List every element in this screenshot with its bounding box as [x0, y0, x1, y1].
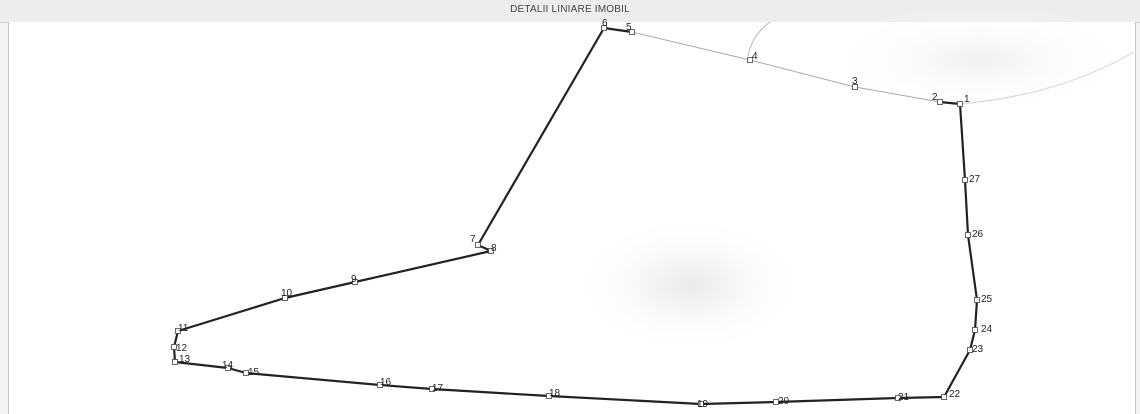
- parcel-edge-23-24: [968, 328, 977, 352]
- vertex-label-16: 16: [380, 377, 392, 388]
- vertex-label-15: 15: [248, 367, 260, 378]
- vertex-label-25: 25: [981, 294, 993, 305]
- vertex-label-8: 8: [491, 243, 497, 254]
- scan-smudge: [820, 5, 1140, 115]
- vertex-label-18: 18: [549, 388, 561, 399]
- vertex-marker-16: [377, 382, 383, 388]
- parcel-edge-15-16: [244, 371, 382, 387]
- vertex-marker-11: [175, 328, 181, 334]
- neighbor-boundary-curve: [959, 51, 1135, 105]
- diagram-title: DETALII LINIARE IMOBIL: [510, 4, 630, 15]
- parcel-edge-25-26: [966, 233, 979, 302]
- vertex-marker-25: [974, 297, 980, 303]
- vertex-label-22: 22: [949, 389, 961, 400]
- parcel-edge-26-27: [963, 178, 970, 237]
- vertex-label-6: 6: [602, 18, 608, 29]
- vertex-marker-2: [937, 99, 943, 105]
- parcel-edge-8-9: [353, 249, 493, 284]
- vertex-label-3: 3: [852, 76, 858, 87]
- parcel-edge-21-22: [896, 395, 946, 400]
- vertex-marker-8: [488, 248, 494, 254]
- vertex-label-14: 14: [222, 360, 234, 371]
- parcel-edge-19-20: [699, 400, 778, 406]
- parcel-edge-16-17: [378, 383, 434, 391]
- parcel-edge-17-18: [430, 387, 551, 398]
- vertex-marker-17: [429, 386, 435, 392]
- parcel-edge-10-11: [176, 296, 287, 333]
- parcel-edge-2-3: [854, 86, 941, 103]
- vertex-label-24: 24: [981, 324, 993, 335]
- parcel-edge-1-2: [938, 100, 962, 106]
- vertex-marker-14: [225, 365, 231, 371]
- vertex-label-1: 1: [964, 94, 970, 105]
- vertex-label-17: 17: [432, 383, 444, 394]
- vertex-marker-23: [967, 347, 973, 353]
- vertex-label-7: 7: [470, 234, 476, 245]
- vertex-marker-20: [773, 399, 779, 405]
- neighbor-boundary-line: [747, 21, 771, 57]
- parcel-edge-5-6: [602, 26, 634, 34]
- parcel-edge-18-19: [547, 394, 703, 406]
- vertex-marker-15: [243, 370, 249, 376]
- vertex-label-10: 10: [281, 288, 293, 299]
- vertex-marker-26: [965, 232, 971, 238]
- scan-smudge: [570, 215, 810, 355]
- vertex-marker-21: [895, 395, 901, 401]
- parcel-edge-20-21: [774, 396, 900, 404]
- vertex-marker-18: [546, 393, 552, 399]
- vertex-marker-24: [972, 327, 978, 333]
- vertex-label-13: 13: [179, 354, 191, 365]
- vertex-label-4: 4: [752, 51, 758, 62]
- vertex-marker-9: [352, 279, 358, 285]
- vertex-marker-4: [747, 57, 753, 63]
- parcel-edge-22-23: [942, 348, 972, 399]
- vertex-label-9: 9: [351, 274, 357, 285]
- vertex-marker-12: [171, 344, 177, 350]
- vertex-label-5: 5: [626, 22, 632, 33]
- parcel-edge-4-5: [631, 31, 751, 61]
- vertex-label-27: 27: [969, 174, 981, 185]
- vertex-marker-1: [957, 101, 963, 107]
- vertex-label-12: 12: [176, 343, 188, 354]
- vertex-label-26: 26: [972, 229, 984, 240]
- parcel-edge-14-15: [226, 366, 248, 375]
- vertex-marker-19: [698, 401, 704, 407]
- vertex-label-21: 21: [898, 392, 910, 403]
- vertex-marker-27: [962, 177, 968, 183]
- vertex-label-11: 11: [178, 323, 189, 334]
- vertex-marker-5: [629, 29, 635, 35]
- vertex-marker-7: [475, 242, 481, 248]
- vertex-label-2: 2: [932, 92, 938, 103]
- vertex-marker-10: [282, 295, 288, 301]
- vertex-label-20: 20: [778, 396, 790, 407]
- vertex-marker-3: [852, 84, 858, 90]
- parcel-edge-6-7: [476, 26, 606, 247]
- parcel-edge-13-14: [173, 360, 230, 370]
- parcel-edge-9-10: [283, 280, 357, 300]
- parcel-edge-3-4: [749, 59, 856, 88]
- parcel-edge-24-25: [973, 298, 979, 332]
- parcel-edges: [172, 26, 979, 406]
- vertex-marker-6: [601, 25, 607, 31]
- parcel-edge-27-1: [958, 102, 967, 182]
- vertex-marker-22: [941, 394, 947, 400]
- vertex-label-23: 23: [972, 344, 984, 355]
- vertex-marker-13: [172, 359, 178, 365]
- vertex-label-19: 19: [697, 399, 709, 410]
